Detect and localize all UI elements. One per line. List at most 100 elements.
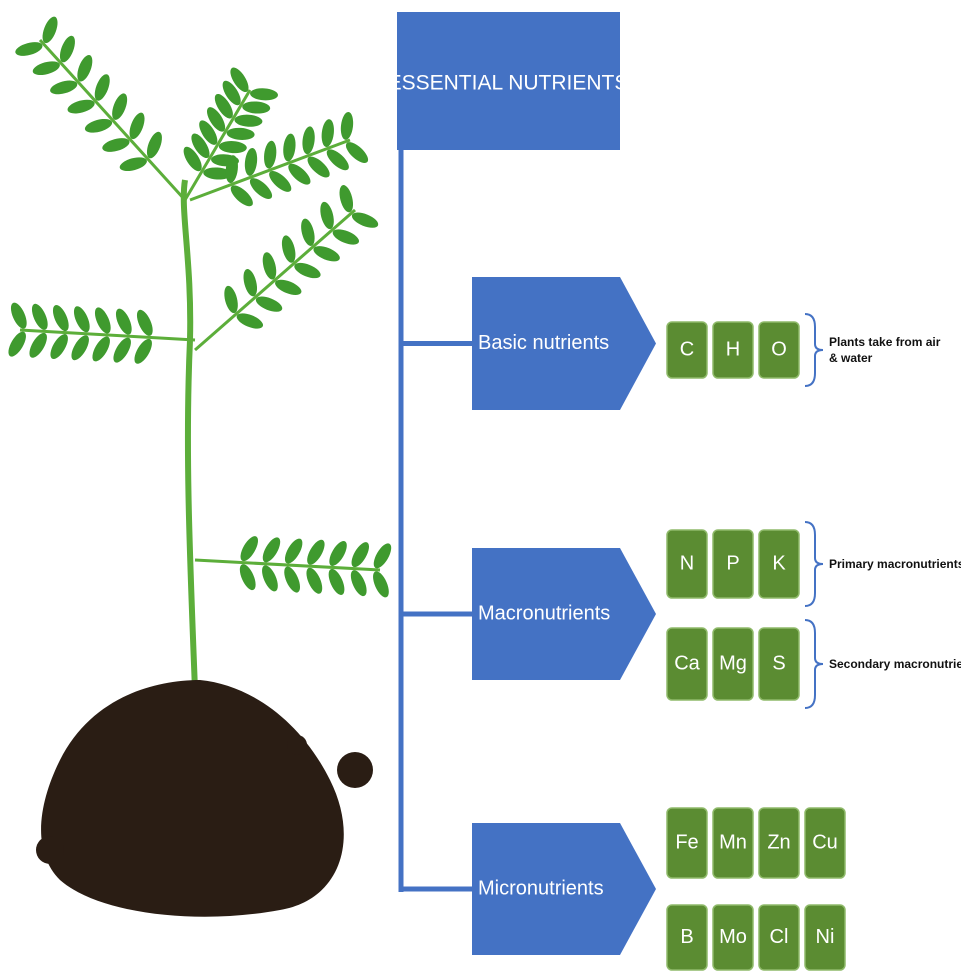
element-tile: [666, 904, 708, 971]
leaf: [350, 570, 367, 597]
leaf: [224, 285, 238, 314]
element-symbol: C: [680, 338, 694, 360]
soil-clump: [337, 752, 373, 788]
leaf: [15, 42, 43, 56]
branch: [194, 208, 356, 352]
leaf: [255, 296, 283, 312]
leaf: [115, 308, 132, 335]
leaf: [320, 201, 334, 230]
element-tile: [804, 807, 846, 879]
leaf: [234, 114, 263, 127]
soil-clump: [287, 735, 307, 755]
group-arrow: [472, 277, 656, 410]
element-tile: [758, 807, 800, 879]
leaf: [226, 127, 255, 140]
element-tile: [758, 904, 800, 971]
leaf: [281, 235, 296, 263]
leaf: [242, 101, 271, 114]
leaf: [269, 170, 292, 192]
leaf: [222, 80, 241, 106]
soil-clump: [36, 836, 64, 864]
soil: [41, 680, 344, 917]
leaf: [8, 331, 26, 357]
leaf: [373, 571, 389, 598]
leaf: [29, 332, 47, 358]
leaf: [129, 112, 145, 140]
bracket: [804, 313, 824, 387]
leaf: [50, 334, 68, 359]
leaf: [328, 568, 345, 595]
leaf: [329, 540, 347, 566]
group-label: Macronutrients: [478, 602, 610, 624]
element-symbol: Mn: [719, 831, 747, 853]
title: ESSENTIAL NUTRIENTS: [388, 72, 629, 95]
leaf: [119, 157, 147, 172]
element-tile: [712, 529, 754, 599]
element-symbol: K: [772, 552, 786, 574]
element-tile: [758, 321, 800, 379]
branch: [194, 558, 381, 572]
element-tile: [666, 529, 708, 599]
leaf: [67, 99, 95, 114]
element-symbol: Fe: [675, 831, 698, 853]
leaf: [94, 307, 111, 334]
element-tile: [804, 904, 846, 971]
element-tile: [758, 529, 800, 599]
branch: [38, 38, 187, 202]
leaf: [218, 141, 247, 154]
plant-illustration: [8, 16, 392, 917]
element-symbol: Ni: [816, 926, 835, 948]
element-symbol: Mg: [719, 652, 747, 674]
element-tile: [666, 627, 708, 701]
leaf: [306, 567, 323, 594]
leaf: [373, 543, 392, 569]
leaf: [243, 269, 258, 297]
branch: [189, 138, 351, 202]
leaf: [113, 337, 131, 363]
leaf: [191, 133, 210, 159]
leaf: [340, 111, 354, 140]
leaf: [345, 142, 369, 164]
title-box: [397, 12, 620, 150]
note: Primary macronutrients: [829, 557, 961, 571]
leaf: [307, 539, 325, 565]
leaf: [230, 67, 249, 93]
element-tile: [712, 807, 754, 879]
element-tile: [666, 807, 708, 879]
leaf: [332, 229, 360, 245]
group-label: Basic nutrients: [478, 332, 609, 354]
leaf: [71, 335, 89, 361]
leaf: [284, 566, 301, 593]
element-tile: [712, 321, 754, 379]
element-symbol: P: [726, 552, 739, 574]
leaf: [283, 133, 296, 162]
leaf: [351, 542, 369, 568]
leaf: [52, 305, 69, 332]
element-symbol: Ca: [674, 652, 700, 674]
leaf: [236, 313, 264, 329]
element-tile: [712, 904, 754, 971]
leaf: [42, 16, 58, 44]
element-symbol: Cl: [770, 926, 789, 948]
leaf: [275, 279, 302, 295]
leaf: [321, 119, 334, 148]
element-tile: [758, 627, 800, 701]
leaf: [249, 178, 273, 200]
leaf: [351, 212, 379, 228]
element-symbol: Mo: [719, 926, 747, 948]
element-symbol: Cu: [812, 831, 838, 853]
leaf: [183, 146, 202, 172]
leaf: [73, 306, 90, 333]
leaf: [301, 218, 315, 246]
bracket: [804, 521, 824, 607]
element-symbol: O: [771, 338, 787, 360]
leaf: [94, 74, 110, 101]
leaf: [214, 93, 233, 119]
leaf: [59, 35, 75, 63]
leaf: [239, 564, 256, 591]
branch: [19, 328, 196, 342]
leaf: [284, 538, 303, 564]
leaf: [84, 118, 113, 133]
leaf: [262, 537, 281, 563]
